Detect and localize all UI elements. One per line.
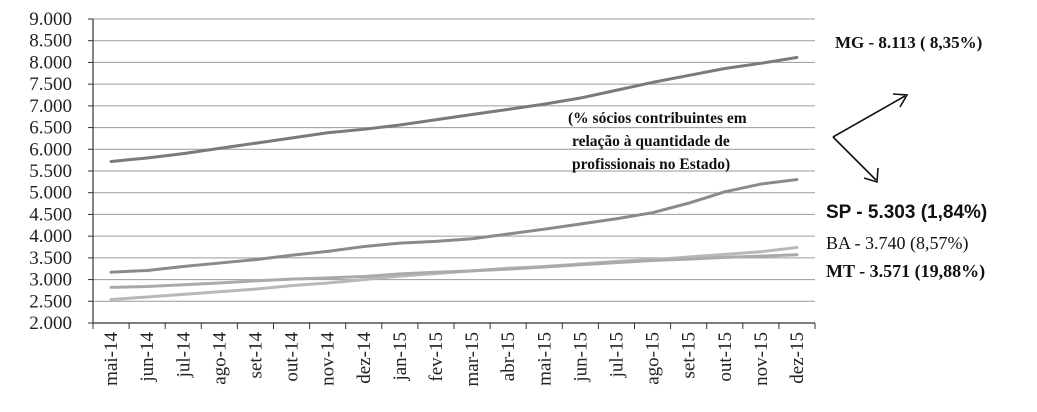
x-tick-label: mai-14 [101,332,122,386]
y-tick-label: 3.000 [29,270,72,291]
y-tick-label: 3.500 [29,248,72,269]
x-axis-ticks: mai-14 jun-14 jul-14 ago-14 set-14 out-14 nov-… [101,332,808,387]
x-tick-label: jun-14 [137,332,158,383]
y-tick-label: 5.000 [29,183,72,204]
axes [88,18,816,329]
series-lines [109,56,799,302]
y-tick-label: 8.000 [29,52,72,73]
arrow-head-sp-icon [863,167,879,184]
y-tick-label: 4.000 [29,226,72,247]
annotation-arrows [832,93,909,184]
series-line-ba [109,245,799,302]
y-tick-label: 2.500 [29,291,72,312]
x-tick-label: jan-15 [390,332,411,382]
x-tick-label: nov-15 [751,332,772,386]
y-tick-label: 6.500 [29,118,72,139]
annotation-line-3: profissionais no Estado) [572,156,730,173]
x-tick-label: nov-14 [318,332,339,386]
x-tick-label: set-15 [679,332,700,378]
series-label-ba: BA - 3.740 (8,57%) [826,233,969,254]
x-tick-label: out-14 [282,332,303,382]
x-tick-label: dez-15 [787,332,808,384]
grid-lines [93,18,815,302]
annotation-line-2: relação à quantidade de [572,133,730,150]
arrow-head-mg-icon [892,93,909,108]
x-tick-label: ago-15 [643,332,664,385]
x-tick-label: out-15 [715,332,736,382]
x-tick-label: jun-15 [570,332,591,383]
x-tick-label: ago-14 [209,332,230,385]
y-tick-label: 7.000 [29,96,72,117]
series-label-mg: MG - 8.113 ( 8,35%) [835,33,982,52]
x-tick-label: fev-15 [426,332,447,382]
y-tick-label: 8.500 [29,31,72,52]
y-tick-label: 4.500 [29,204,72,225]
x-tick-label: jul-14 [173,332,194,379]
x-tick-label: set-14 [245,332,266,379]
arrow-to-mg-icon [832,95,906,138]
x-tick-label: mar-15 [462,332,483,387]
series-label-mt: MT - 3.571 (19,88%) [826,261,985,282]
series-line-mg [109,56,799,163]
annotation-line-1: (% sócios contribuintes em [568,110,747,127]
y-tick-label: 7.500 [29,74,72,95]
y-tick-label: 9.000 [29,9,72,30]
series-line-sp [109,178,799,274]
y-axis-ticks: 2.0002.5003.0003.5004.0004.5005.0005.500… [29,9,72,334]
series-line-mt [109,253,799,289]
x-tick-label: jul-15 [606,332,627,378]
series-label-sp: SP - 5.303 (1,84%) [826,202,987,223]
x-tick-label: dez-14 [354,332,375,384]
y-tick-label: 5.500 [29,161,72,182]
y-tick-label: 2.000 [29,313,72,334]
y-tick-label: 6.000 [29,139,72,160]
x-tick-label: mai-15 [534,332,555,386]
arrow-to-sp-icon [832,136,877,181]
x-tick-label: abr-15 [498,332,519,381]
